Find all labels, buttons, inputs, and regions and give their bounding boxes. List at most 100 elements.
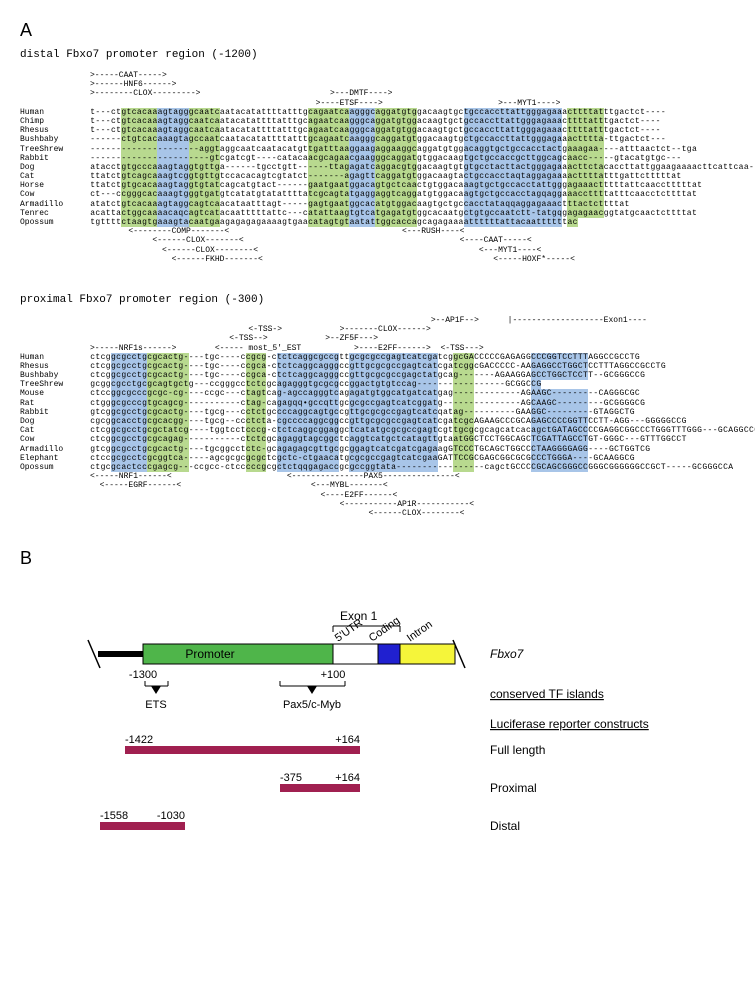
species-label: Cow [20,190,90,199]
svg-text:-1422: -1422 [125,734,153,746]
alignment-row: Dogcgcggcacctgcgcacgg----tgcg--ccctcta-c… [20,417,735,426]
sequence: ctcggcgcctgcgcactg----tgc----ccgca-ctctc… [90,362,666,371]
svg-text:Distal: Distal [490,819,520,833]
sequence: gcggcgcctgcgcagtgctg---ccgggcctctcgcagag… [90,380,541,389]
svg-text:-1300: -1300 [129,669,157,681]
alignment-row: Cowct---ccgggcacaaagtgggtgatgtcatatgtata… [20,190,735,199]
species-label: Cow [20,435,90,444]
alignment-row: Ratctgggcgcccgtgcagcg-----------ctag-cag… [20,399,735,408]
species-label: Elephant [20,454,90,463]
alignment-row: Rhesust---ctgtcacaaagtaggcaatcaatacatatt… [20,126,735,135]
alignment-row: Catttatctgtcagcaaagtcggtgttgtccacacagtcg… [20,172,735,181]
species-label: Bushbaby [20,135,90,144]
sequence: ttatctgtcagcaaagtcggtgttgtccacacagtcgtat… [90,172,681,181]
sequence: t---ctgtcacaaagtaggcaatcaatacatattttattt… [90,126,661,135]
svg-text:Promoter: Promoter [185,647,234,661]
alignment-row: Mousectccggcgcccgcgc-cg----ccgc---ctagtc… [20,389,735,398]
alignment-row: Rabbit-----------------------gtcgatcgt--… [20,154,735,163]
svg-text:-1558: -1558 [100,810,128,822]
alignment-row: Humant---ctgtcacaaagtagggcaatcaatacatatt… [20,108,735,117]
species-label: Rabbit [20,408,90,417]
annotation-line: <------CLOX--------< <---MYT1----< [90,246,735,255]
sequence: ctgcgcactcccgagcg---ccgcc-ctcccccgcgctct… [90,463,733,472]
svg-text:+164: +164 [335,734,360,746]
sequence: ---------------------aggtaggcaatcaatacat… [90,145,697,154]
panel-a-label: A [20,20,735,41]
svg-text:Intron: Intron [405,619,435,645]
species-label: Rabbit [20,154,90,163]
alignment-row: Opossumtgttttctaagtgaaagtacaatgaagagagag… [20,218,735,227]
alignment-row: Rabbitgtcggcgcctgcgcactg----tgcg---cctct… [20,408,735,417]
species-label: Opossum [20,218,90,227]
alignment-row: TreeShrew---------------------aggtaggcaa… [20,145,735,154]
species-label: Human [20,353,90,362]
species-label: Horse [20,181,90,190]
species-label: Tenrec [20,209,90,218]
alignment-row: TreeShrewgcggcgcctgcgcagtgctg---ccgggcct… [20,380,735,389]
svg-text:Pax5/c-Myb: Pax5/c-Myb [283,699,341,711]
alignment-row: Elephantctccgcgcctcgcggtca-----agcgcgcgc… [20,454,735,463]
sequence: t---ctgtcacaaagtaggcaatcaatacatattttattt… [90,117,661,126]
sequence: t---ctgtcacaaagtagggcaatcaatacatattttatt… [90,108,666,117]
species-label: Cat [20,426,90,435]
sequence: ctcggcgcctgcgcactg----tgc----ccgca-ctctc… [90,371,645,380]
svg-text:Fbxo7: Fbxo7 [490,647,525,661]
annotation-line: <-TSS-> >-------CLOX------> [90,325,735,334]
svg-text:+164: +164 [335,772,360,784]
sequence: ctcggcgcctgcgcagag-----------ctctcgcagag… [90,435,687,444]
sequence: ctgggcgcccgtgcagcg-----------ctag-cagagq… [90,399,645,408]
sequence: gtcggcgcctgcgcactg----tgcg---cctctgcccca… [90,408,635,417]
alignment-row: Tenrecacattactggcaaaacaqcagtcatacaattttt… [20,209,735,218]
alignment-row: Opossumctgcgcactcccgagcg---ccgcc-ctccccc… [20,463,735,472]
svg-text:ETS: ETS [145,699,166,711]
species-label: Rat [20,399,90,408]
annotation-line: <----E2FF------< [90,491,735,500]
alignment-row: Bushbaby------ctgtcacaaagtagccaatcaataca… [20,135,735,144]
proximal-title: proximal Fbxo7 promoter region (-300) [20,294,735,306]
alignment-row: Humanctcggcgcctgcgcactg----tgc----ccgcg-… [20,353,735,362]
alignment-row: Dogatacctgtgcccaaagtaggtgttga------tgcct… [20,163,735,172]
sequence: acattactggcaaaacaqcagtcatacaatttttattc--… [90,209,697,218]
annotation-line: >------HNF6------> [90,80,735,89]
sequence: ttatctgtgcacaaagtaggtgtatcagcatgtact----… [90,181,702,190]
svg-text:+100: +100 [321,669,346,681]
annotation-line: >-----CAAT-----> [90,71,735,80]
distal-title: distal Fbxo7 promoter region (-1200) [20,49,735,61]
species-label: Human [20,108,90,117]
svg-text:-375: -375 [280,772,302,784]
species-label: Mouse [20,389,90,398]
sequence: cgcggcacctgcgcacgg----tgcg--ccctcta-cgcc… [90,417,687,426]
species-label: Dog [20,417,90,426]
species-label: Rhesus [20,126,90,135]
annotation-line: <-----NRF1------< <---------------PAX5--… [90,472,735,481]
species-label: Armadillo [20,200,90,209]
annotation-line: <--------COMP-------< <---RUSH----< [90,227,735,236]
annotation-line: <-----------AP1R-----------< [90,500,735,509]
alignment-row: Catctcggcgcctgcgctatcg----tggtcctcccg-ct… [20,426,735,435]
annotation-line: >--AP1F--> |-------------------Exon1---- [90,316,735,325]
annotation-line: <------CLOX-------< <----CAAT-----< [90,236,735,245]
sequence: ctcggcgcctgcgctatcg----tggtcctcccg-ctctc… [90,426,755,435]
sequence: -----------------------gtcgatcgt----cata… [90,154,681,163]
annotation-line: <-TSS--> >--ZF5F---> [90,334,735,343]
annotation-line: >-----NRF1s------> <----- most_5'_EST >-… [90,344,735,353]
sequence: ctccggcgcccgcgc-cg----ccgc---ctagtcag-ag… [90,389,640,398]
species-label: Bushbaby [20,371,90,380]
annotation-line: <-----EGRF------< <---MYBL-------< [90,481,735,490]
svg-text:conserved TF islands: conserved TF islands [490,687,604,701]
alignment-row: Armadilloatatctgtcacaaagtaggcagtcaacataa… [20,200,735,209]
alignment-row: Cowctcggcgcctgcgcagag-----------ctctcgca… [20,435,735,444]
species-label: Cat [20,172,90,181]
sequence: tgttttctaagtgaaagtacaatgaagagagagaaaagtg… [90,218,578,227]
sequence: ------ctgtcacaaagtagccaatcaatacatattttat… [90,135,666,144]
annotation-line: <------CLOX--------< [90,509,735,518]
sequence: ctcggcgcctgcgcactg----tgc----ccgcg-ctctc… [90,353,640,362]
svg-text:Proximal: Proximal [490,781,537,795]
sequence: gtcggcgcctgcgcactg----tgcggcctctc-gcagag… [90,445,650,454]
distal-alignment: >-----CAAT----->>------HNF6------>>-----… [20,71,735,264]
sequence: ct---ccgggcacaaagtgggtgatgtcatatgtatattt… [90,190,697,199]
species-label: Rhesus [20,362,90,371]
alignment-row: Horsettatctgtgcacaaagtaggtgtatcagcatgtac… [20,181,735,190]
alignment-row: Armadillogtcggcgcctgcgcactg----tgcggcctc… [20,445,735,454]
annotation-line: >----ETSF----> >---MYT1----> [90,99,735,108]
